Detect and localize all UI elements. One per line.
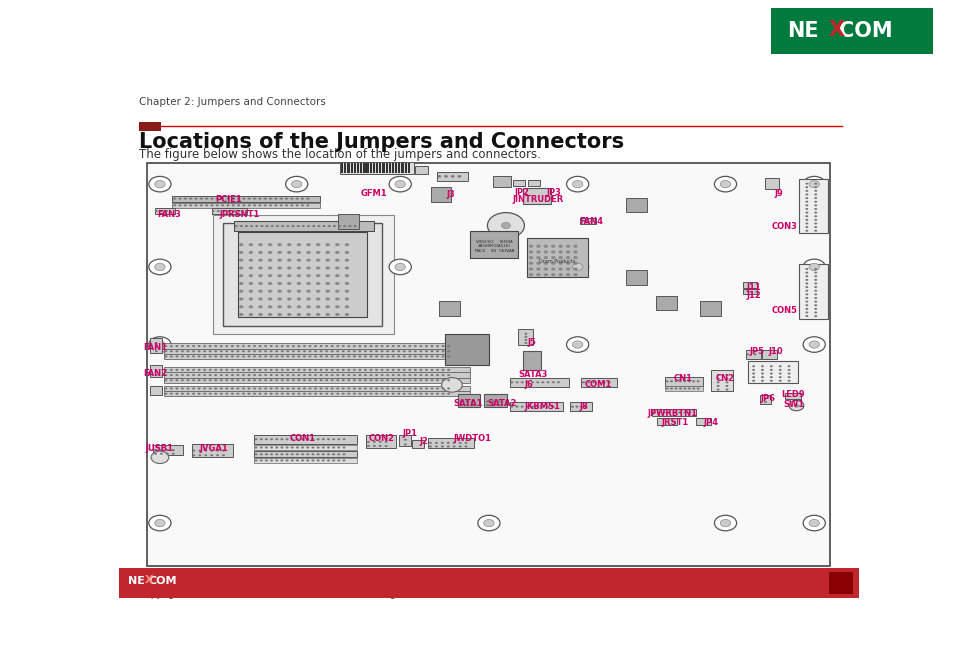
Circle shape bbox=[239, 225, 242, 227]
Text: FAN3: FAN3 bbox=[157, 210, 181, 218]
Circle shape bbox=[297, 350, 300, 352]
Circle shape bbox=[453, 442, 456, 444]
Circle shape bbox=[551, 256, 555, 259]
Circle shape bbox=[303, 379, 306, 381]
Circle shape bbox=[209, 350, 212, 352]
Bar bbox=[745, 349, 760, 359]
Circle shape bbox=[347, 369, 350, 371]
Bar bbox=[651, 409, 695, 416]
Text: X: X bbox=[827, 20, 843, 40]
Circle shape bbox=[275, 446, 278, 448]
Circle shape bbox=[575, 406, 578, 408]
Circle shape bbox=[597, 381, 600, 383]
Circle shape bbox=[264, 379, 267, 381]
Circle shape bbox=[441, 388, 444, 390]
Bar bbox=[392, 163, 394, 173]
Circle shape bbox=[205, 204, 208, 206]
Circle shape bbox=[541, 406, 544, 408]
Circle shape bbox=[154, 181, 165, 187]
Circle shape bbox=[724, 385, 728, 387]
Circle shape bbox=[536, 406, 538, 408]
Circle shape bbox=[551, 267, 555, 271]
Circle shape bbox=[285, 204, 288, 206]
Circle shape bbox=[341, 379, 344, 381]
Circle shape bbox=[335, 374, 339, 376]
Circle shape bbox=[510, 381, 513, 383]
Text: JP5: JP5 bbox=[748, 347, 763, 356]
Circle shape bbox=[778, 366, 781, 368]
Circle shape bbox=[258, 204, 261, 206]
Text: J8: J8 bbox=[578, 402, 587, 411]
Circle shape bbox=[274, 198, 277, 200]
Bar bbox=[522, 188, 551, 204]
Circle shape bbox=[268, 282, 272, 285]
Circle shape bbox=[259, 460, 262, 462]
Circle shape bbox=[193, 450, 195, 452]
Circle shape bbox=[295, 453, 298, 455]
Circle shape bbox=[769, 372, 772, 374]
Bar bbox=[341, 163, 343, 173]
Circle shape bbox=[160, 449, 163, 451]
Bar bbox=[509, 403, 562, 411]
Circle shape bbox=[447, 369, 450, 371]
Circle shape bbox=[154, 342, 157, 344]
Text: SATA1: SATA1 bbox=[453, 399, 482, 408]
Circle shape bbox=[435, 442, 437, 444]
Circle shape bbox=[154, 263, 165, 271]
Circle shape bbox=[520, 406, 523, 408]
Circle shape bbox=[291, 460, 294, 462]
Circle shape bbox=[233, 210, 235, 212]
Circle shape bbox=[239, 290, 243, 293]
Circle shape bbox=[592, 381, 595, 383]
Bar bbox=[742, 282, 756, 288]
Bar bbox=[375, 163, 377, 173]
Circle shape bbox=[239, 274, 243, 278]
Circle shape bbox=[804, 190, 807, 192]
Circle shape bbox=[253, 198, 255, 200]
Circle shape bbox=[170, 388, 172, 390]
Circle shape bbox=[164, 374, 167, 376]
Circle shape bbox=[197, 379, 200, 381]
Circle shape bbox=[277, 313, 282, 316]
Circle shape bbox=[247, 392, 251, 394]
Circle shape bbox=[166, 453, 169, 455]
Circle shape bbox=[239, 313, 243, 316]
Circle shape bbox=[419, 355, 422, 358]
Circle shape bbox=[692, 388, 695, 390]
Bar bbox=[222, 223, 381, 327]
Circle shape bbox=[337, 438, 340, 440]
Circle shape bbox=[335, 369, 339, 371]
Circle shape bbox=[315, 251, 320, 254]
Bar bbox=[580, 378, 617, 387]
Circle shape bbox=[275, 453, 278, 455]
Circle shape bbox=[295, 438, 298, 440]
Circle shape bbox=[375, 355, 377, 358]
Circle shape bbox=[682, 411, 685, 413]
Circle shape bbox=[386, 369, 389, 371]
Bar bbox=[492, 176, 511, 187]
Circle shape bbox=[290, 204, 293, 206]
Text: VH8236C  VH5RA
4B500M(DAS10)
MACE  SN TAIWAN: VH8236C VH5RA 4B500M(DAS10) MACE SN TAIW… bbox=[475, 240, 514, 253]
Circle shape bbox=[566, 176, 588, 192]
Circle shape bbox=[558, 256, 562, 259]
Circle shape bbox=[457, 175, 460, 177]
Text: Locations of the Jumpers and Connectors: Locations of the Jumpers and Connectors bbox=[139, 132, 623, 152]
Circle shape bbox=[347, 355, 350, 358]
Text: J12: J12 bbox=[745, 291, 760, 300]
Circle shape bbox=[587, 381, 590, 383]
Circle shape bbox=[189, 198, 192, 200]
Circle shape bbox=[237, 198, 240, 200]
Circle shape bbox=[175, 392, 178, 394]
Circle shape bbox=[316, 438, 319, 440]
Circle shape bbox=[458, 442, 461, 444]
Circle shape bbox=[414, 374, 416, 376]
Circle shape bbox=[265, 446, 268, 448]
Circle shape bbox=[369, 350, 372, 352]
Circle shape bbox=[813, 212, 817, 214]
Circle shape bbox=[237, 204, 240, 206]
Circle shape bbox=[308, 392, 311, 394]
Circle shape bbox=[424, 374, 428, 376]
Circle shape bbox=[558, 251, 562, 253]
Circle shape bbox=[175, 374, 178, 376]
Circle shape bbox=[679, 380, 681, 382]
